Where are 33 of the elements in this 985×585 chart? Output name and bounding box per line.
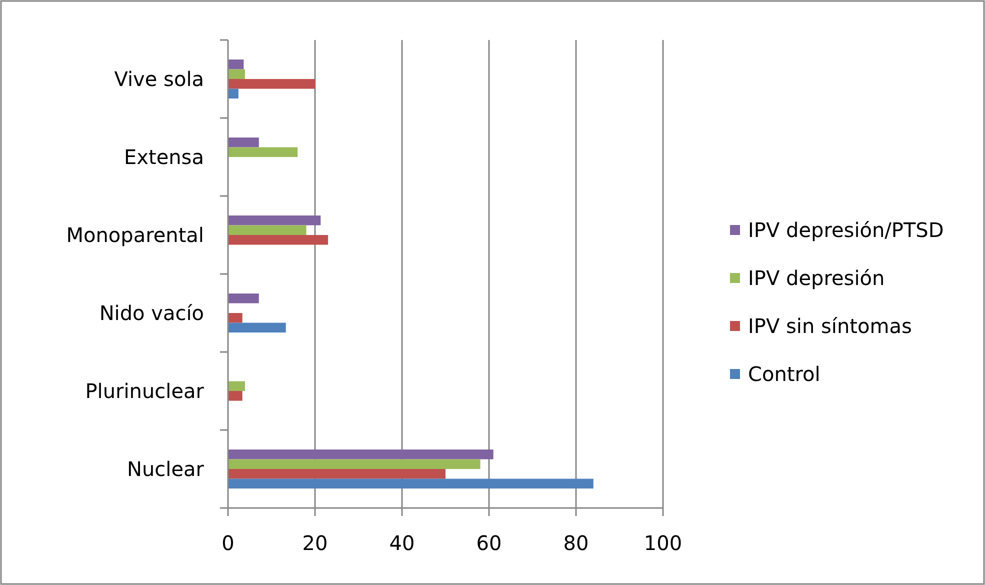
bar (228, 79, 315, 89)
bar (228, 235, 328, 245)
bar (228, 69, 245, 79)
x-tick-label: 100 (644, 531, 682, 555)
bar (228, 459, 480, 469)
legend-label: IPV depresión (748, 266, 885, 290)
y-tick-label: Plurinuclear (85, 379, 205, 403)
legend-label: IPV sin síntomas (748, 314, 912, 338)
x-tick-label: 0 (222, 531, 234, 555)
bar (228, 381, 245, 391)
y-tick-label: Vive sola (114, 67, 204, 91)
x-tick-label: 20 (302, 531, 328, 555)
bar (228, 469, 446, 479)
bar (228, 294, 259, 304)
bar (228, 225, 306, 235)
bar (228, 216, 321, 226)
bar (228, 147, 298, 157)
legend-label: Control (748, 362, 820, 386)
y-tick-label: Nuclear (127, 457, 205, 481)
bar (228, 60, 244, 70)
bar (228, 391, 242, 401)
bar (228, 322, 286, 332)
y-tick-label: Extensa (124, 145, 204, 169)
x-tick-label: 80 (563, 531, 589, 555)
bar (228, 138, 259, 148)
y-tick-label: Monoparental (66, 223, 204, 247)
y-tick-label: Nido vacío (99, 301, 204, 325)
bar (228, 313, 242, 323)
legend-label: IPV depresión/PTSD (748, 218, 944, 242)
bar (228, 478, 594, 488)
x-tick-label: 40 (389, 531, 415, 555)
bar (228, 450, 494, 460)
x-tick-label: 60 (476, 531, 502, 555)
